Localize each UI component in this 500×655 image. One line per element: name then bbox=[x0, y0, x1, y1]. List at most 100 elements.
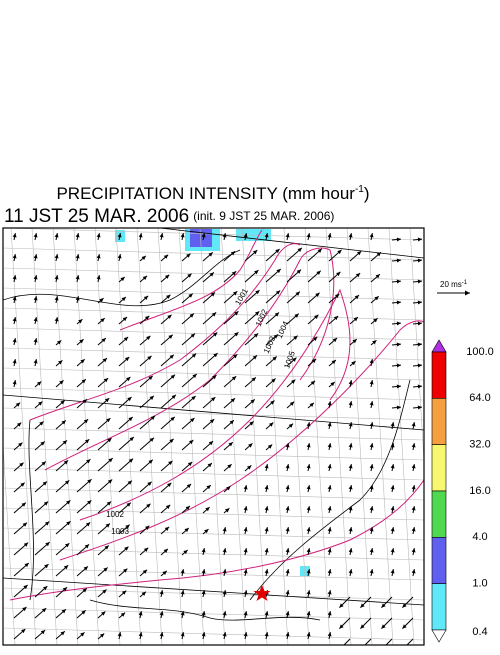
wind-arrowhead bbox=[232, 291, 238, 296]
wind-arrowhead bbox=[396, 258, 401, 263]
colorbar-segment bbox=[431, 583, 447, 631]
wind-arrowhead bbox=[180, 233, 185, 238]
wind-arrowhead bbox=[12, 359, 17, 364]
title-close: ) bbox=[364, 184, 370, 203]
title-text: PRECIPITATION INTENSITY (mm hour bbox=[56, 184, 355, 203]
colorbar-label: 4.0 bbox=[472, 531, 487, 543]
wind-scale: 20 ms-1 bbox=[437, 280, 470, 296]
grid-line bbox=[262, 228, 289, 645]
wind-arrowhead bbox=[82, 588, 87, 593]
wind-arrowhead bbox=[21, 502, 26, 507]
wind-arrowhead bbox=[327, 233, 332, 238]
wind-arrowhead bbox=[285, 443, 290, 448]
wind-arrowhead bbox=[264, 527, 269, 532]
valid-time-text: 11 JST 25 MAR. 2006 bbox=[4, 206, 189, 227]
wind-arrowhead bbox=[327, 506, 332, 511]
wind-arrowhead bbox=[254, 311, 260, 316]
wind-arrowhead bbox=[204, 529, 209, 534]
wind-arrowhead bbox=[297, 247, 302, 253]
wind-arrowhead bbox=[45, 542, 50, 547]
wind-arrowhead bbox=[12, 254, 17, 259]
wind-arrowhead bbox=[285, 485, 290, 490]
wind-arrowhead bbox=[189, 313, 194, 318]
wind-arrowhead bbox=[231, 376, 237, 381]
wind-arrowhead bbox=[54, 275, 59, 280]
wind-arrowhead bbox=[212, 375, 217, 380]
wind-arrowhead bbox=[124, 546, 129, 551]
wind-arrowhead bbox=[189, 440, 194, 445]
wind-arrowhead bbox=[75, 275, 80, 280]
wind-arrowhead bbox=[390, 548, 395, 553]
wind-arrowhead bbox=[327, 590, 332, 595]
wind-arrowhead bbox=[306, 548, 311, 553]
wind-arrowhead bbox=[369, 464, 374, 469]
wind-arrowhead bbox=[148, 459, 153, 464]
wind-arrowhead bbox=[372, 340, 377, 345]
grid-line bbox=[3, 487, 424, 501]
wind-arrow bbox=[406, 638, 414, 645]
wind-arrowhead bbox=[227, 464, 232, 469]
wind-arrowhead bbox=[186, 484, 192, 489]
wind-arrowhead bbox=[149, 395, 154, 400]
wind-arrowhead bbox=[354, 295, 360, 300]
wind-arrowhead bbox=[264, 233, 269, 238]
wind-arrowhead bbox=[106, 418, 111, 423]
wind-arrowhead bbox=[232, 354, 238, 359]
grid-line bbox=[115, 228, 142, 645]
wind-arrowhead bbox=[126, 502, 131, 507]
wind-arrowhead bbox=[165, 504, 171, 510]
wind-arrowhead bbox=[107, 438, 112, 443]
wind-arrowhead bbox=[102, 358, 107, 363]
wind-arrowhead bbox=[289, 401, 295, 406]
wind-arrowhead bbox=[333, 315, 339, 321]
colorbar-label: 1.0 bbox=[472, 578, 487, 590]
wind-arrowhead bbox=[249, 421, 254, 426]
wind-arrowhead bbox=[142, 569, 148, 574]
wind-vectors bbox=[12, 233, 423, 645]
wind-arrowhead bbox=[12, 233, 17, 238]
wind-arrowhead bbox=[63, 565, 69, 570]
wind-arrowhead bbox=[376, 252, 382, 257]
wind-arrowhead bbox=[41, 608, 47, 613]
grid-line bbox=[3, 439, 16, 645]
wind-arrowhead bbox=[104, 398, 110, 403]
wind-arrowhead bbox=[271, 378, 276, 383]
wind-arrowhead bbox=[169, 354, 174, 359]
wind-arrowhead bbox=[314, 314, 319, 319]
wind-arrowhead bbox=[21, 628, 26, 634]
wind-arrowhead bbox=[40, 441, 45, 446]
wind-arrowhead bbox=[117, 632, 122, 637]
wind-arrowhead bbox=[243, 506, 248, 511]
wind-arrowhead bbox=[169, 438, 174, 444]
wind-arrowhead bbox=[332, 337, 338, 343]
wind-arrowhead bbox=[22, 522, 27, 527]
wind-arrow bbox=[364, 638, 372, 645]
wind-arrowhead bbox=[360, 603, 365, 608]
wind-arrowhead bbox=[59, 380, 64, 385]
wind-arrowhead bbox=[222, 233, 227, 238]
grid-line bbox=[367, 228, 394, 645]
grid-line bbox=[136, 228, 163, 645]
wind-arrowhead bbox=[108, 458, 113, 463]
wind-arrowhead bbox=[128, 416, 133, 422]
wind-arrowhead bbox=[105, 523, 110, 528]
wind-arrowhead bbox=[251, 377, 256, 382]
wind-arrowhead bbox=[369, 422, 374, 427]
wind-arrowhead bbox=[348, 380, 353, 385]
wind-arrowhead bbox=[150, 415, 155, 420]
wind-arrowhead bbox=[164, 274, 170, 279]
grid-line bbox=[388, 228, 415, 645]
wind-arrowhead bbox=[64, 480, 70, 485]
wind-arrowhead bbox=[309, 402, 314, 407]
wind-arrowhead bbox=[171, 394, 176, 400]
wind-arrowhead bbox=[336, 271, 341, 277]
grid-line bbox=[3, 347, 424, 361]
wind-arrowhead bbox=[360, 624, 365, 629]
wind-arrowhead bbox=[12, 338, 17, 343]
wind-arrowhead bbox=[417, 363, 422, 368]
wind-arrowhead bbox=[285, 527, 290, 532]
wind-arrowhead bbox=[167, 314, 172, 319]
wind-arrow bbox=[343, 638, 351, 645]
lat-lon-grid bbox=[3, 228, 424, 645]
grid-line bbox=[3, 467, 424, 481]
